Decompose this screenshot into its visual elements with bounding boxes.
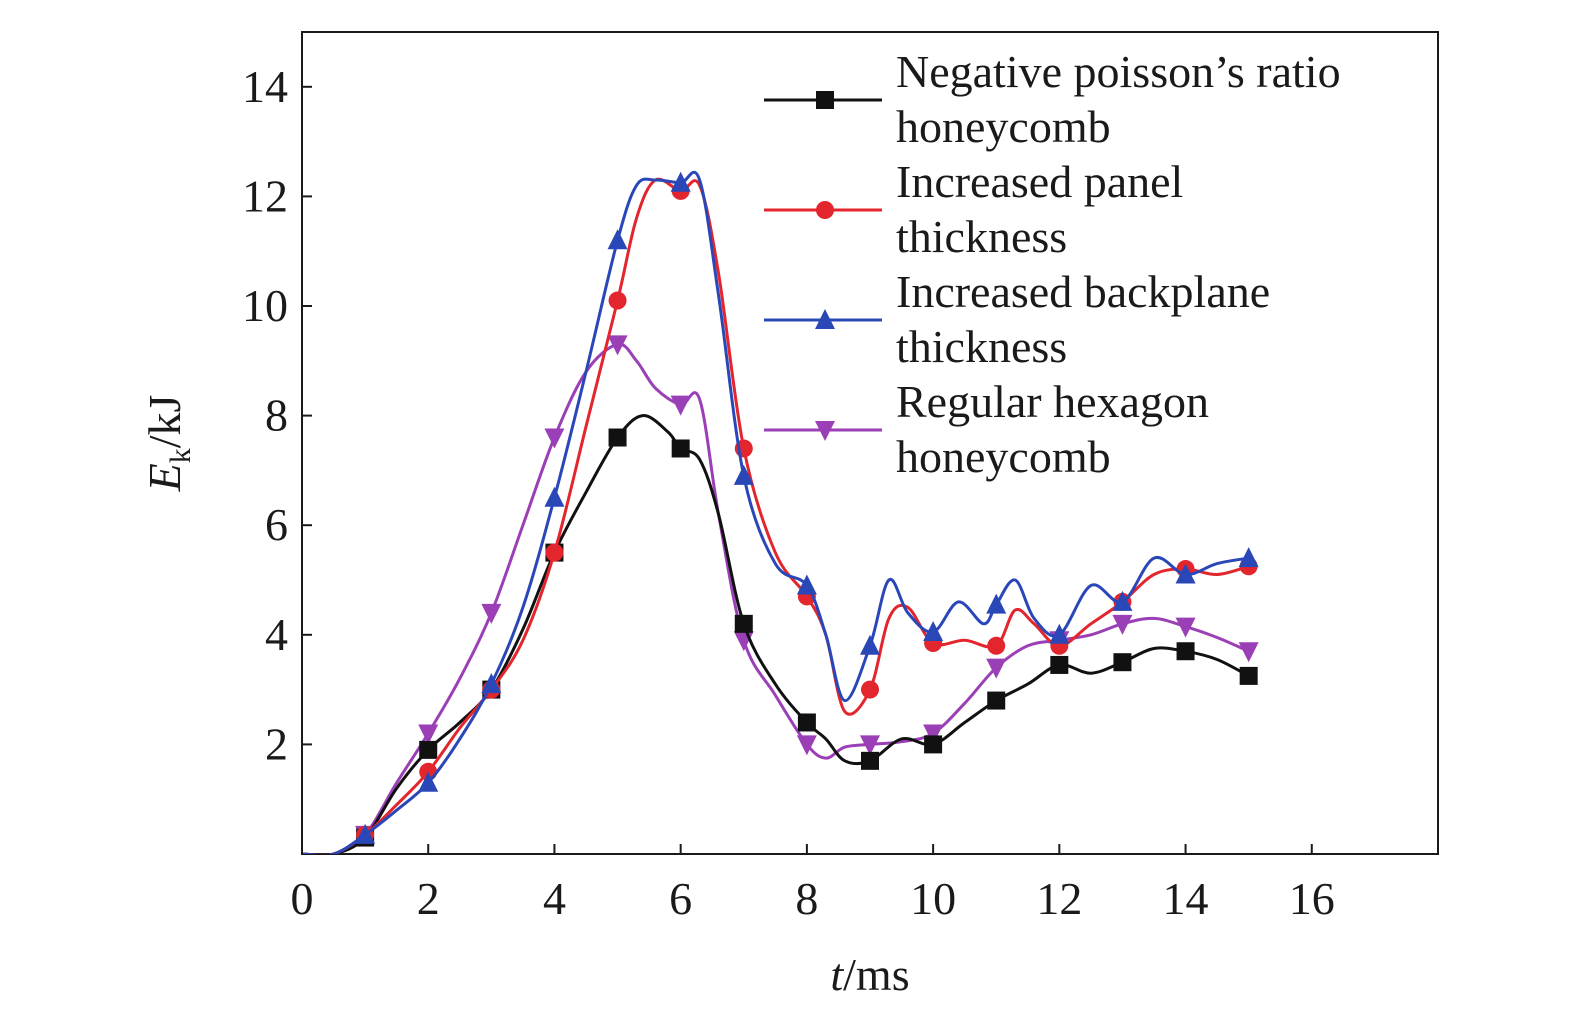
x-axis-variable: t — [830, 949, 844, 1000]
data-point — [1175, 617, 1196, 638]
data-point — [797, 713, 816, 732]
legend-label: honeycomb — [896, 101, 1111, 152]
plot-area — [301, 31, 1439, 855]
data-point — [608, 428, 627, 447]
data-point — [545, 543, 564, 562]
x-tick-label: 4 — [543, 873, 566, 924]
x-axis-unit: /ms — [843, 949, 909, 1000]
data-point — [987, 691, 1006, 710]
data-point — [1238, 642, 1259, 663]
legend-swatch-marker — [816, 201, 834, 219]
y-tick-label: 2 — [265, 718, 288, 769]
data-point — [1176, 642, 1195, 661]
data-point — [986, 658, 1007, 679]
data-point — [1112, 590, 1133, 611]
x-tick-label: 10 — [910, 873, 956, 924]
data-point — [671, 439, 690, 458]
data-point — [544, 486, 565, 507]
y-axis-unit: /kJ — [139, 395, 190, 449]
series-layer — [302, 170, 1259, 854]
data-point — [608, 291, 627, 310]
legend-label: Negative poisson’s ratio — [896, 46, 1341, 97]
data-point — [481, 603, 502, 624]
legend-label: thickness — [896, 321, 1067, 372]
data-point — [987, 636, 1006, 655]
data-point — [860, 735, 880, 756]
data-point — [1175, 563, 1196, 584]
data-point — [481, 673, 502, 694]
data-point — [544, 428, 565, 449]
data-point — [923, 724, 944, 745]
y-tick-label: 4 — [265, 609, 288, 660]
y-tick-label: 14 — [242, 61, 288, 112]
x-tick-label: 12 — [1036, 873, 1082, 924]
y-axis-variable: E — [139, 463, 190, 492]
legend-label: thickness — [896, 211, 1067, 262]
data-point — [418, 724, 439, 745]
data-point — [796, 735, 817, 756]
data-point — [861, 680, 879, 699]
axis-titles: t/ms Ek/kJ — [139, 395, 910, 1000]
legend-label: Increased backplane — [896, 266, 1270, 317]
x-tick-label: 6 — [669, 873, 692, 924]
legend-swatch-marker — [816, 91, 834, 109]
data-point — [607, 335, 628, 356]
x-axis-title: t/ms — [830, 949, 909, 1000]
data-point — [1112, 614, 1133, 635]
data-point — [734, 614, 753, 633]
legend-swatch-marker — [815, 309, 835, 329]
legend-label: Increased panel — [896, 156, 1183, 207]
series-line — [302, 170, 1251, 854]
data-point — [418, 771, 439, 792]
data-point — [1113, 653, 1132, 672]
axes: 0 2 4 6 8 10 12 14 16 2 4 6 8 10 12 14 — [242, 61, 1335, 924]
y-axis-subscript: k — [164, 448, 197, 463]
x-tick-label: 0 — [291, 873, 314, 924]
data-point — [1239, 666, 1258, 685]
legend-label: honeycomb — [896, 431, 1111, 482]
data-point — [923, 621, 944, 642]
legend-swatch-marker — [815, 421, 835, 441]
x-tick-label: 8 — [795, 873, 818, 924]
data-point — [1049, 623, 1070, 644]
series-3 — [302, 170, 1259, 854]
data-point — [355, 823, 376, 844]
data-point — [860, 634, 880, 655]
y-tick-label: 6 — [265, 499, 288, 550]
data-point — [1238, 547, 1259, 568]
y-tick-label: 10 — [242, 280, 288, 331]
data-point — [419, 740, 438, 759]
data-point — [670, 171, 691, 192]
x-tick-label: 2 — [417, 873, 440, 924]
data-point — [1050, 655, 1069, 674]
legend: Negative poisson’s ratiohoneycombIncreas… — [764, 46, 1341, 482]
x-tick-label: 16 — [1289, 873, 1335, 924]
data-point — [924, 735, 943, 754]
data-point — [861, 751, 879, 770]
data-point — [796, 574, 817, 595]
data-point — [607, 229, 628, 250]
legend-label: Regular hexagon — [896, 376, 1209, 427]
data-point — [733, 464, 754, 485]
data-point — [670, 395, 691, 416]
data-point — [986, 593, 1007, 614]
y-tick-label: 12 — [242, 170, 288, 221]
y-tick-label: 8 — [265, 390, 288, 441]
y-axis-title: Ek/kJ — [139, 395, 197, 493]
x-tick-label: 14 — [1163, 873, 1209, 924]
